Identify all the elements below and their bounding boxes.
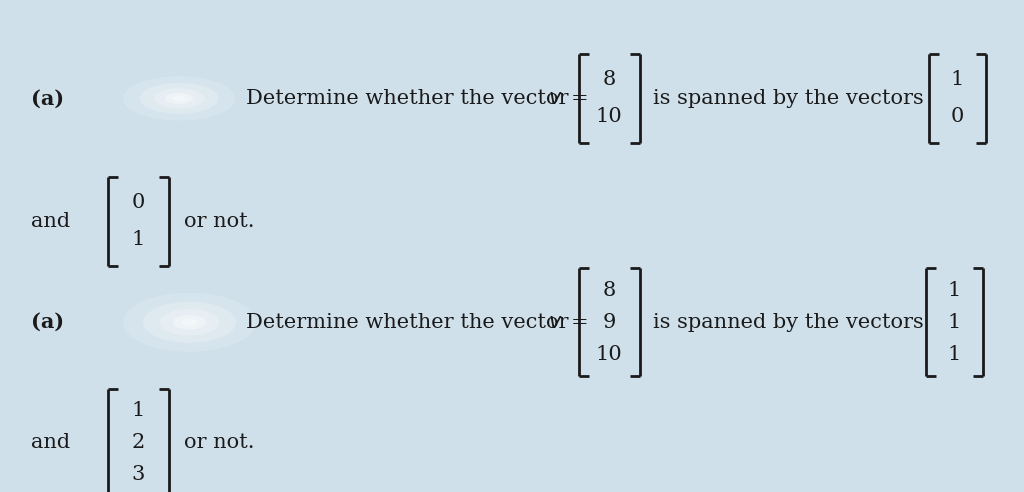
Text: $v\,$ =: $v\,$ =: [548, 313, 588, 332]
Text: and: and: [31, 433, 70, 452]
Text: $v\,$ =: $v\,$ =: [548, 89, 588, 108]
Ellipse shape: [123, 76, 236, 121]
Text: 8: 8: [603, 281, 615, 300]
Text: (a): (a): [31, 89, 63, 108]
Text: 1: 1: [947, 313, 962, 332]
Text: 1: 1: [950, 70, 965, 90]
Text: 1: 1: [947, 345, 962, 364]
Ellipse shape: [139, 83, 219, 114]
Text: 10: 10: [596, 345, 623, 364]
Text: 0: 0: [131, 193, 145, 213]
Text: is spanned by the vectors: is spanned by the vectors: [653, 89, 924, 108]
Text: or not.: or not.: [184, 433, 255, 452]
Text: 10: 10: [596, 107, 623, 126]
Text: 8: 8: [603, 70, 615, 90]
Text: 1: 1: [947, 281, 962, 300]
Text: or not.: or not.: [184, 212, 255, 231]
Text: (a): (a): [31, 312, 63, 332]
Text: 2: 2: [132, 433, 144, 452]
Text: and: and: [31, 212, 70, 231]
Ellipse shape: [165, 93, 194, 104]
Ellipse shape: [181, 319, 198, 326]
Text: 3: 3: [131, 465, 145, 484]
Ellipse shape: [154, 89, 205, 108]
Ellipse shape: [123, 293, 256, 352]
Text: 1: 1: [131, 230, 145, 249]
Text: 9: 9: [602, 313, 616, 332]
Ellipse shape: [143, 302, 236, 343]
Ellipse shape: [160, 309, 219, 336]
Text: 0: 0: [950, 107, 965, 126]
Ellipse shape: [172, 96, 186, 101]
Ellipse shape: [173, 315, 206, 330]
Text: Determine whether the vector: Determine whether the vector: [246, 313, 568, 332]
Text: is spanned by the vectors: is spanned by the vectors: [653, 313, 924, 332]
Text: 1: 1: [131, 401, 145, 420]
Text: Determine whether the vector: Determine whether the vector: [246, 89, 568, 108]
